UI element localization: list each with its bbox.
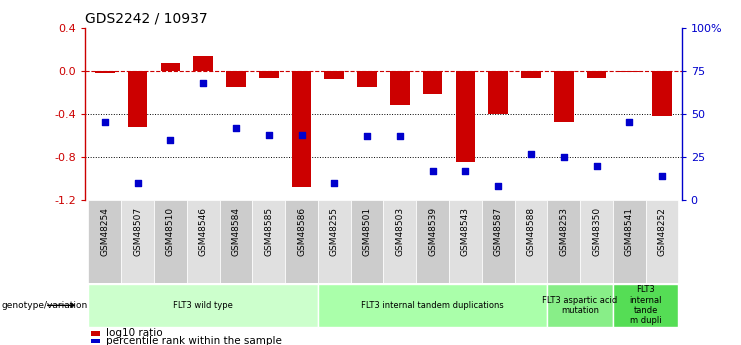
Text: percentile rank within the sample: percentile rank within the sample [106,336,282,345]
Bar [253,200,285,283]
Bar [193,56,213,71]
Text: FLT3 internal tandem duplications: FLT3 internal tandem duplications [362,301,504,310]
Text: GSM48584: GSM48584 [231,207,241,256]
Bar [318,200,350,283]
Bar [488,71,508,114]
Bar [91,331,100,335]
Bar [449,200,482,283]
Point [165,137,176,142]
Point [591,163,602,168]
Bar [127,71,147,127]
Text: GSM48254: GSM48254 [100,207,110,256]
Bar [285,200,318,283]
Bar [482,200,514,283]
Bar [259,71,279,78]
Text: GSM48253: GSM48253 [559,207,568,256]
Text: genotype/variation: genotype/variation [1,301,88,310]
Text: GSM48588: GSM48588 [526,207,536,256]
Text: FLT3 wild type: FLT3 wild type [173,301,233,310]
Bar [161,63,180,71]
Bar [514,200,548,283]
Bar [423,71,442,95]
Point [427,168,439,174]
Point [197,80,209,86]
Bar [613,284,679,327]
Bar [325,71,344,79]
Point [132,180,144,186]
Point [525,151,537,156]
Bar [350,200,384,283]
Bar [95,71,115,73]
Bar [548,200,580,283]
Text: log10 ratio: log10 ratio [106,328,163,338]
Text: GSM48252: GSM48252 [657,207,667,256]
Text: GSM48503: GSM48503 [396,207,405,256]
Point [492,184,504,189]
Bar [587,71,606,78]
Bar [548,284,613,327]
Text: GSM48587: GSM48587 [494,207,502,256]
Point [394,134,406,139]
Text: FLT3
internal
tande
m dupli: FLT3 internal tande m dupli [629,285,662,325]
Point [99,120,111,125]
Bar [187,200,219,283]
Bar [219,200,253,283]
Bar [122,200,154,283]
Bar [554,71,574,122]
Point [558,154,570,160]
Point [263,132,275,137]
Point [328,180,340,186]
Text: GSM48507: GSM48507 [133,207,142,256]
Bar [226,71,246,87]
Bar [318,284,548,327]
Bar [652,71,672,116]
Point [296,132,308,137]
Bar [91,339,100,343]
Text: GSM48510: GSM48510 [166,207,175,256]
Bar [154,200,187,283]
Bar [292,71,311,187]
Bar [88,284,318,327]
Bar [88,200,122,283]
Bar [456,71,475,162]
Text: GSM48586: GSM48586 [297,207,306,256]
Text: GSM48539: GSM48539 [428,207,437,256]
Bar [384,200,416,283]
Bar [613,200,645,283]
Text: GDS2242 / 10937: GDS2242 / 10937 [85,11,207,25]
Point [230,125,242,130]
Text: GSM48501: GSM48501 [362,207,371,256]
Bar [645,200,679,283]
Text: GSM48543: GSM48543 [461,207,470,256]
Point [459,168,471,174]
Point [656,173,668,179]
Bar [416,200,449,283]
Bar [521,71,541,78]
Text: GSM48541: GSM48541 [625,207,634,256]
Bar [619,71,639,72]
Bar [580,200,613,283]
Bar [357,71,377,87]
Text: GSM48350: GSM48350 [592,207,601,256]
Text: FLT3 aspartic acid
mutation: FLT3 aspartic acid mutation [542,296,618,315]
Text: GSM48255: GSM48255 [330,207,339,256]
Point [361,134,373,139]
Text: GSM48546: GSM48546 [199,207,207,256]
Text: GSM48585: GSM48585 [265,207,273,256]
Point [623,120,635,125]
Bar [390,71,410,105]
